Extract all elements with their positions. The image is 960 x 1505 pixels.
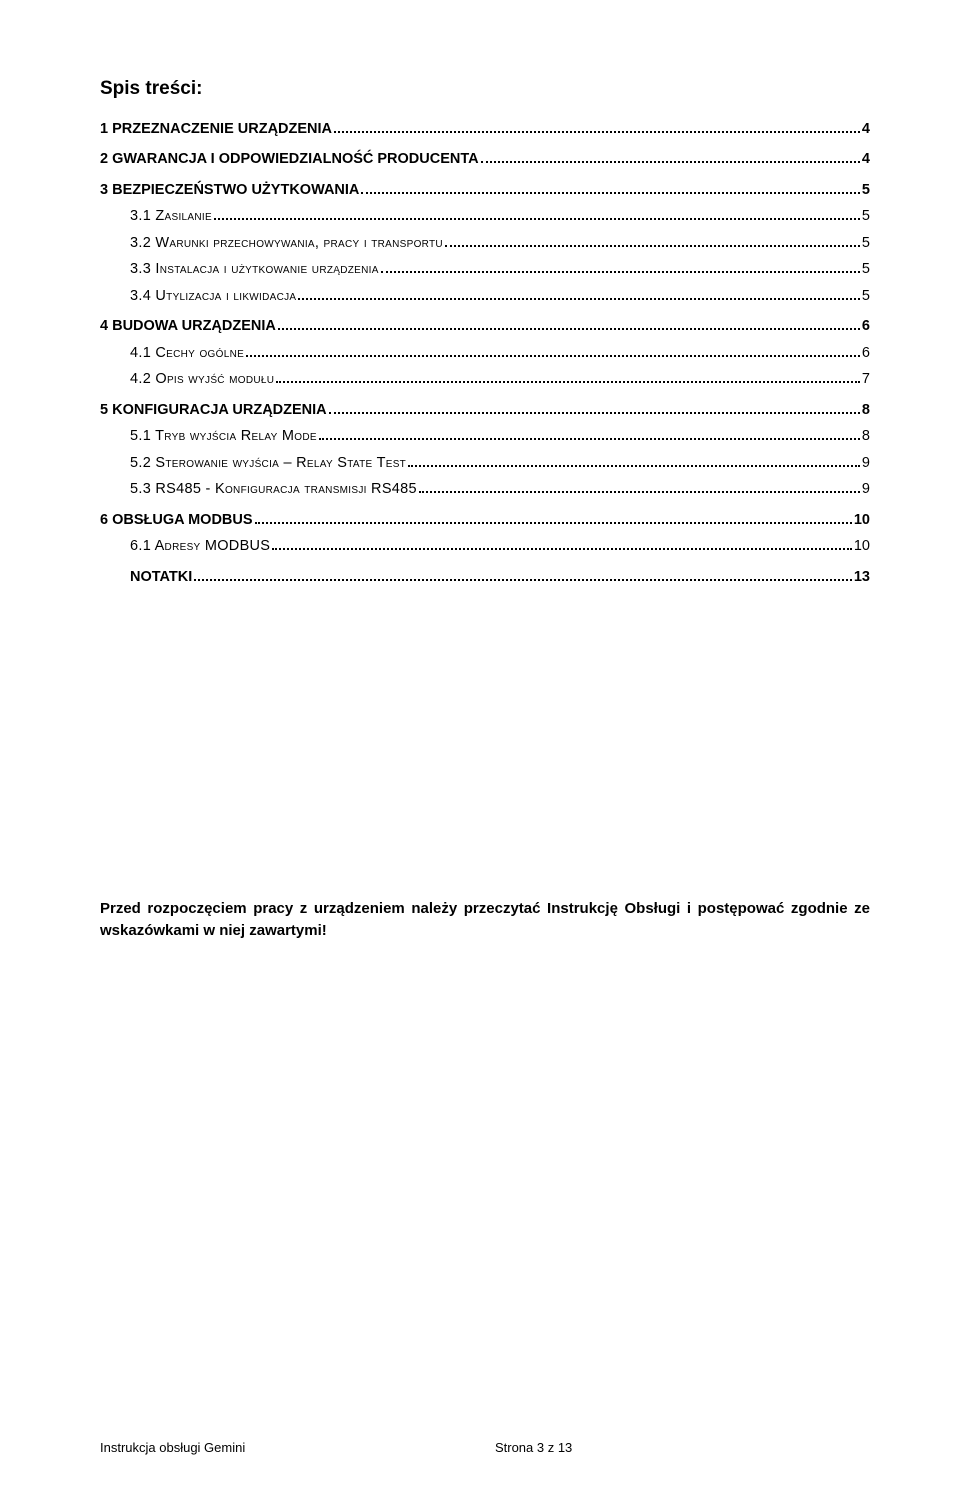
toc-entry-page: 4 [862,118,870,140]
toc-leader-dots [419,491,860,493]
warning-note: Przed rozpoczęciem pracy z urządzeniem n… [100,898,870,942]
toc-entry-page: 5 [862,258,870,280]
toc-entry-label: NOTATKI [130,566,192,588]
toc-entry-page: 7 [862,368,870,390]
document-page: Spis treści: 1 PRZEZNACZENIE URZĄDZENIA 4… [0,0,960,999]
toc-entry-page: 6 [862,315,870,337]
toc-leader-dots [194,579,852,581]
toc-entry-label: 4.1 Cechy ogólne [130,342,244,364]
toc-leader-dots [298,298,860,300]
toc-entry-page: 6 [862,342,870,364]
toc-entry: 3.1 Zasilanie 5 [130,205,870,227]
toc-entry-label: 2 GWARANCJA I ODPOWIEDZIALNOŚĆ PRODUCENT… [100,148,479,170]
toc-entry: 4.1 Cechy ogólne 6 [130,342,870,364]
toc-entry-page: 9 [862,452,870,474]
toc-entry: 4.2 Opis wyjść modułu 7 [130,368,870,390]
toc-leader-dots [272,548,852,550]
toc-entry: 4 BUDOWA URZĄDZENIA 6 [100,315,870,337]
toc-entry-label: 3.3 Instalacja i użytkowanie urządzenia [130,258,379,280]
toc-entry-label: 6.1 Adresy MODBUS [130,535,270,557]
toc-entry-page: 5 [862,232,870,254]
toc-entry-label: 5.2 Sterowanie wyjścia – Relay State Tes… [130,452,406,474]
toc-entry-page: 8 [862,399,870,421]
toc-entry-page: 5 [862,205,870,227]
toc-entry: 2 GWARANCJA I ODPOWIEDZIALNOŚĆ PRODUCENT… [100,148,870,170]
toc-entry: 6.1 Adresy MODBUS 10 [130,535,870,557]
toc-entry-label: 3.2 Warunki przechowywania, pracy i tran… [130,232,443,254]
toc-entry: 3.2 Warunki przechowywania, pracy i tran… [130,232,870,254]
toc-leader-dots [329,412,860,414]
toc-leader-dots [255,522,852,524]
toc-entry-page: 13 [854,566,870,588]
toc-leader-dots [246,355,860,357]
toc-entry: 3 BEZPIECZEŃSTWO UŻYTKOWANIA 5 [100,179,870,201]
toc-leader-dots [381,271,860,273]
toc-entry-label: 6 OBSŁUGA MODBUS [100,509,253,531]
toc-entry-page: 8 [862,425,870,447]
toc-entry: 5.2 Sterowanie wyjścia – Relay State Tes… [130,452,870,474]
toc-entry-page: 10 [854,509,870,531]
page-footer: Instrukcja obsługi Gemini Strona 3 z 13 [0,1440,960,1455]
toc-entry-label: 3.1 Zasilanie [130,205,212,227]
toc-entry-label: 3 BEZPIECZEŃSTWO UŻYTKOWANIA [100,179,359,201]
toc-entry: 6 OBSŁUGA MODBUS 10 [100,509,870,531]
toc-leader-dots [319,438,860,440]
toc-entry-label: 4 BUDOWA URZĄDZENIA [100,315,276,337]
toc-entry: NOTATKI 13 [130,566,870,588]
toc-entry: 5 KONFIGURACJA URZĄDZENIA 8 [100,399,870,421]
toc-entry-label: 5 KONFIGURACJA URZĄDZENIA [100,399,327,421]
table-of-contents: 1 PRZEZNACZENIE URZĄDZENIA 4 2 GWARANCJA I… [100,118,870,588]
toc-leader-dots [214,218,860,220]
toc-entry-page: 4 [862,148,870,170]
toc-entry: 3.4 Utylizacja i likwidacja 5 [130,285,870,307]
toc-entry: 1 PRZEZNACZENIE URZĄDZENIA 4 [100,118,870,140]
toc-entry-label: 1 PRZEZNACZENIE URZĄDZENIA [100,118,332,140]
toc-entry-page: 5 [862,179,870,201]
toc-leader-dots [445,245,860,247]
toc-entry-page: 10 [854,535,870,557]
footer-page-number: Strona 3 z 13 [221,1440,846,1455]
toc-leader-dots [276,381,860,383]
toc-entry-page: 9 [862,478,870,500]
toc-title: Spis treści: [100,78,870,100]
toc-entry-label: 4.2 Opis wyjść modułu [130,368,274,390]
toc-entry-page: 5 [862,285,870,307]
toc-entry: 5.1 Tryb wyjścia Relay Mode 8 [130,425,870,447]
toc-entry: 5.3 RS485 - Konfiguracja transmisji RS48… [130,478,870,500]
toc-leader-dots [361,192,860,194]
toc-leader-dots [481,161,860,163]
toc-entry-label: 3.4 Utylizacja i likwidacja [130,285,296,307]
toc-entry-label: 5.1 Tryb wyjścia Relay Mode [130,425,317,447]
toc-entry: 3.3 Instalacja i użytkowanie urządzenia 5 [130,258,870,280]
toc-leader-dots [408,465,860,467]
toc-leader-dots [278,328,860,330]
toc-leader-dots [334,131,860,133]
toc-entry-label: 5.3 RS485 - Konfiguracja transmisji RS48… [130,478,417,500]
